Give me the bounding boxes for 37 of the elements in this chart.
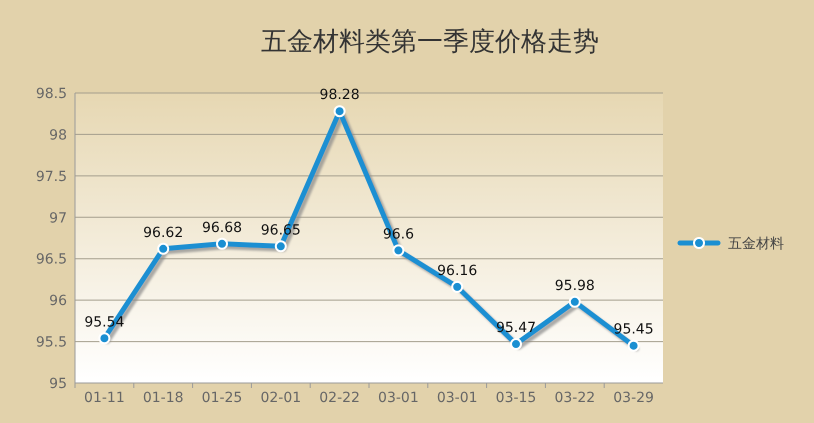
y-tick-label: 95 xyxy=(49,376,67,392)
point xyxy=(98,332,110,344)
chart-title: 五金材料类第一季度价格走势 xyxy=(261,27,599,57)
point xyxy=(216,238,228,250)
data-label: 96.62 xyxy=(143,224,184,241)
y-tick-label: 97.5 xyxy=(36,168,67,185)
x-tick-label: 02-22 xyxy=(319,390,360,406)
y-tick-label: 96 xyxy=(49,293,68,310)
data-label: 95.98 xyxy=(554,278,595,294)
point xyxy=(274,240,287,252)
y-tick-label: 98 xyxy=(49,127,67,144)
point xyxy=(334,105,346,118)
x-tick-label: 03-29 xyxy=(613,390,654,406)
y-tick-label: 97 xyxy=(49,210,67,226)
point xyxy=(568,296,581,308)
data-label: 96.68 xyxy=(202,220,242,236)
point xyxy=(628,340,640,352)
y-tick-label: 98.5 xyxy=(36,86,67,102)
point xyxy=(451,280,464,293)
x-tick-label: 01-25 xyxy=(202,390,242,406)
legend-label: 五金材料 xyxy=(728,236,784,252)
x-tick-label: 03-01 xyxy=(436,390,478,406)
data-label: 96.16 xyxy=(437,262,478,279)
point xyxy=(510,338,522,350)
point xyxy=(392,244,404,256)
point xyxy=(157,242,170,255)
y-tick-label: 96.5 xyxy=(36,252,67,268)
x-tick-label: 03-01 xyxy=(378,390,419,406)
y-tick-label: 95.5 xyxy=(36,334,67,351)
x-tick-label: 03-22 xyxy=(554,390,596,406)
x-tick-label: 03-15 xyxy=(496,390,536,406)
x-tick-label: 02-01 xyxy=(260,390,302,406)
x-tick-label: 01-11 xyxy=(84,390,125,406)
legend: 五金材料 xyxy=(678,236,784,252)
data-label: 98.28 xyxy=(320,87,360,104)
data-label: 95.45 xyxy=(614,322,654,338)
x-tick-label: 01-18 xyxy=(142,390,184,406)
